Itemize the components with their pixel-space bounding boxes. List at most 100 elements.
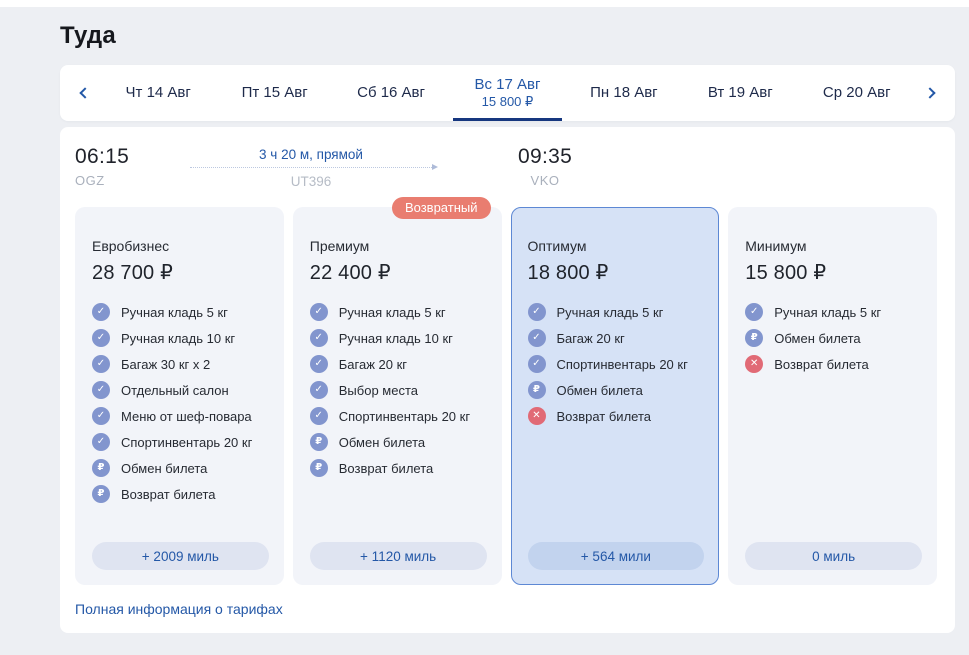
miles-button[interactable]: + 1120 миль — [309, 542, 487, 570]
feature-label: Отдельный салон — [121, 382, 229, 398]
flight-panel: 06:15 OGZ 3 ч 20 м, прямой UT396 09:35 V… — [60, 127, 955, 633]
feature-item: ✓ Ручная кладь 10 кг — [92, 329, 269, 347]
route-arrow-line — [190, 164, 438, 170]
flight-summary: 06:15 OGZ 3 ч 20 м, прямой UT396 09:35 V… — [75, 145, 937, 193]
fare-card-2-selected[interactable]: Оптимум 18 800 ₽ ✓ Ручная кладь 5 кг ✓ Багаж … — [510, 207, 720, 585]
tab-date-6[interactable]: Ср 20 Авг — [799, 65, 915, 121]
feature-label: Выбор места — [338, 382, 418, 398]
next-dates-button[interactable] — [915, 65, 945, 121]
check-icon: ✓ — [309, 407, 328, 425]
feature-item: ₽ Возврат билета — [92, 485, 269, 503]
tab-date-price: 15 800 ₽ — [481, 94, 534, 110]
feature-item: ✓ Выбор места — [309, 381, 487, 399]
feature-item: ✕ Возврат билета — [527, 407, 705, 425]
fare-card-0[interactable]: Евробизнес 28 700 ₽ ✓ Ручная кладь 5 кг ✓ Руч… — [75, 207, 284, 585]
fare-features-list: ✓ Ручная кладь 5 кг ✓ Ручная кладь 10 кг ✓ Ба… — [309, 303, 487, 485]
feature-item: ✓ Ручная кладь 5 кг — [745, 303, 922, 321]
tab-date-3-selected[interactable]: Вс 17 Авг 15 800 ₽ — [449, 65, 565, 121]
fare-name: Минимум — [745, 238, 807, 254]
fare-price: 22 400 ₽ — [309, 262, 391, 284]
feature-item: ₽ Обмен билета — [527, 381, 705, 399]
prev-dates-button[interactable] — [70, 65, 100, 121]
feature-label: Багаж 20 кг — [338, 356, 408, 372]
refundable-badge: Возвратный — [391, 197, 491, 219]
feature-item: ✕ Возврат билета — [745, 355, 922, 373]
tab-date-label: Сб 16 Авг — [357, 83, 425, 101]
feature-label: Возврат билета — [338, 460, 434, 476]
departure-block: 06:15 OGZ — [75, 145, 129, 188]
flight-number: UT396 — [290, 174, 332, 189]
feature-item: ✓ Меню от шеф-повара — [92, 407, 269, 425]
feature-label: Ручная кладь 10 кг — [121, 330, 236, 346]
cross-icon: ✕ — [527, 407, 546, 425]
feature-item: ✓ Спортинвентарь 20 кг — [527, 355, 705, 373]
feature-item: ₽ Обмен билета — [745, 329, 922, 347]
check-icon: ✓ — [92, 303, 110, 321]
miles-button[interactable]: + 2009 миль — [92, 542, 269, 570]
feature-label: Спортинвентарь 20 кг — [338, 408, 471, 424]
route-block: 3 ч 20 м, прямой UT396 — [190, 147, 438, 189]
fare-features-list: ✓ Ручная кладь 5 кг ₽ Обмен билета ✕ Возврат … — [745, 303, 922, 381]
feature-label: Спортинвентарь 20 кг — [121, 434, 253, 450]
chevron-right-icon — [924, 87, 936, 99]
tab-date-0[interactable]: Чт 14 Авг — [100, 65, 216, 121]
fare-cards: Евробизнес 28 700 ₽ ✓ Ручная кладь 5 кг ✓ Руч… — [75, 197, 937, 585]
check-icon: ✓ — [92, 355, 110, 373]
feature-item: ✓ Багаж 30 кг x 2 — [92, 355, 269, 373]
feature-label: Обмен билета — [556, 382, 643, 398]
tab-date-5[interactable]: Вт 19 Авг — [682, 65, 798, 121]
tab-date-2[interactable]: Сб 16 Авг — [333, 65, 449, 121]
feature-label: Спортинвентарь 20 кг — [556, 356, 688, 372]
feature-item: ✓ Багаж 20 кг — [527, 329, 705, 347]
miles-button[interactable]: 0 миль — [745, 542, 922, 570]
departure-airport-code: OGZ — [75, 173, 105, 188]
feature-label: Багаж 20 кг — [556, 330, 625, 346]
fare-card-1[interactable]: Возвратный Премиум 22 400 ₽ ✓ Ручная кладь 5… — [292, 197, 502, 585]
fare-name: Премиум — [309, 238, 370, 254]
fare-price: 15 800 ₽ — [745, 262, 827, 284]
feature-label: Ручная кладь 10 кг — [338, 330, 453, 346]
chevron-left-icon — [79, 87, 91, 99]
fare-features-list: ✓ Ручная кладь 5 кг ✓ Ручная кладь 10 кг ✓ Ба… — [92, 303, 269, 511]
check-icon: ✓ — [309, 329, 328, 347]
ruble-icon: ₽ — [309, 459, 328, 477]
check-icon: ✓ — [309, 303, 328, 321]
feature-item: ✓ Багаж 20 кг — [309, 355, 487, 373]
tab-date-1[interactable]: Пт 15 Авг — [216, 65, 332, 121]
miles-button[interactable]: + 564 мили — [527, 542, 705, 570]
fare-card-3[interactable]: Минимум 15 800 ₽ ✓ Ручная кладь 5 кг ₽ Обмен … — [728, 207, 937, 585]
ruble-icon: ₽ — [745, 329, 764, 347]
arrival-airport-code: VKO — [530, 173, 560, 188]
date-tab-bar: Чт 14 Авг Пт 15 Авг Сб 16 Авг Вс 17 Авг … — [60, 65, 955, 121]
fare-features-list: ✓ Ручная кладь 5 кг ✓ Багаж 20 кг ✓ Спортинве… — [527, 303, 705, 433]
feature-label: Ручная кладь 5 кг — [774, 304, 882, 320]
feature-item: ✓ Отдельный салон — [92, 381, 269, 399]
feature-label: Обмен билета — [121, 460, 208, 476]
ruble-icon: ₽ — [527, 381, 546, 399]
feature-label: Возврат билета — [774, 356, 869, 372]
fare-price: 28 700 ₽ — [92, 262, 174, 284]
tab-date-4[interactable]: Пн 18 Авг — [566, 65, 682, 121]
feature-item: ✓ Спортинвентарь 20 кг — [92, 433, 269, 451]
check-icon: ✓ — [92, 329, 110, 347]
check-icon: ✓ — [92, 407, 110, 425]
page-title: Туда — [60, 22, 116, 49]
top-strip — [0, 0, 969, 7]
feature-label: Багаж 30 кг x 2 — [121, 356, 211, 372]
feature-item: ✓ Ручная кладь 5 кг — [309, 303, 487, 321]
feature-label: Ручная кладь 5 кг — [121, 304, 228, 320]
check-icon: ✓ — [527, 355, 546, 373]
tariffs-info-link[interactable]: Полная информация о тарифах — [75, 601, 283, 617]
arrival-time: 09:35 — [518, 145, 573, 168]
tab-date-label: Чт 14 Авг — [125, 83, 191, 101]
feature-item: ✓ Ручная кладь 10 кг — [309, 329, 487, 347]
departure-time: 06:15 — [75, 145, 130, 168]
check-icon: ✓ — [309, 355, 328, 373]
feature-label: Меню от шеф-повара — [121, 408, 252, 424]
tab-date-label: Ср 20 Авг — [822, 83, 891, 101]
feature-item: ₽ Обмен билета — [92, 459, 269, 477]
ruble-icon: ₽ — [92, 485, 110, 503]
tab-date-label: Пн 18 Авг — [590, 83, 658, 101]
feature-item: ✓ Ручная кладь 5 кг — [527, 303, 705, 321]
feature-item: ✓ Спортинвентарь 20 кг — [309, 407, 487, 425]
